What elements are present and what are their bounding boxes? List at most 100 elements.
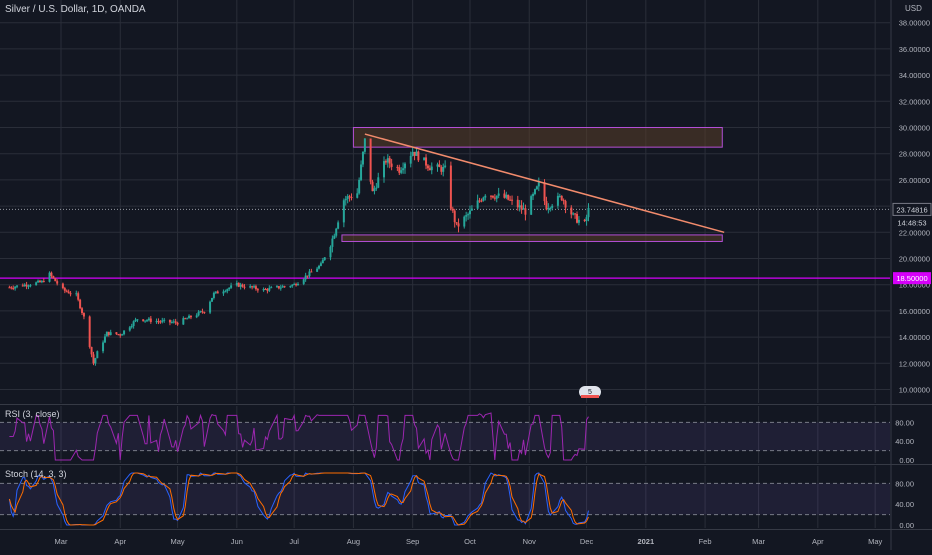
candle-body (390, 163, 393, 167)
candle-body (96, 351, 99, 359)
candle (230, 282, 233, 289)
stoch-band (0, 483, 890, 515)
candle-body (21, 285, 24, 287)
candle-body (451, 208, 454, 211)
y-tick-label: 32.00000 (899, 97, 930, 106)
candle-body (518, 205, 521, 208)
candle (495, 195, 498, 203)
event-badge[interactable]: 5 (579, 386, 601, 398)
rsi-title[interactable]: RSI (3, close) (5, 409, 60, 419)
candle (235, 280, 238, 287)
candle-body (507, 194, 510, 200)
candle-body (37, 280, 40, 283)
x-tick-label: Dec (580, 537, 594, 546)
candle-body (253, 286, 256, 288)
y-tick-label: 20.00000 (899, 255, 930, 264)
y-tick-label: 26.00000 (899, 176, 930, 185)
candle (249, 284, 252, 289)
candle (174, 318, 177, 325)
candle-body (243, 286, 246, 288)
candle (411, 146, 414, 157)
y-tick-label: 12.00000 (899, 359, 930, 368)
candle-body (478, 200, 481, 202)
candle (277, 285, 280, 290)
candle-body (81, 308, 84, 314)
candle (27, 284, 30, 290)
candle (509, 195, 512, 201)
candle-body (40, 280, 43, 283)
candle-body (316, 268, 319, 272)
candle (440, 165, 443, 175)
candle-body (436, 164, 439, 167)
candle-body (425, 157, 428, 166)
candle (430, 162, 433, 175)
candle (415, 147, 418, 156)
candle-body (570, 207, 573, 215)
candle (369, 138, 372, 185)
candle-body (409, 155, 412, 164)
candle-body (163, 319, 166, 321)
candle (318, 264, 321, 270)
candle (535, 185, 538, 190)
candle-body (279, 287, 282, 289)
candle-body (155, 321, 158, 323)
candle-body (476, 200, 479, 209)
candle-body (182, 318, 185, 325)
candle (92, 351, 95, 366)
candle-body (109, 332, 112, 336)
candle-body (587, 207, 590, 218)
y-tick-label: 22.00000 (899, 228, 930, 237)
y-tick-label: 10.00000 (899, 386, 930, 395)
candle (562, 198, 565, 205)
candle (37, 279, 40, 283)
candle (375, 182, 378, 191)
candle-body (398, 167, 401, 173)
candle-body (319, 263, 322, 266)
candle-body (358, 179, 361, 194)
candle-body (547, 207, 550, 210)
candle-body (361, 151, 364, 165)
candle-body (199, 311, 202, 313)
candle-body (497, 193, 500, 196)
candle (442, 163, 445, 177)
candle (159, 320, 162, 324)
candle (507, 194, 510, 201)
candle-body (400, 170, 403, 173)
candle (417, 150, 420, 163)
candle (547, 203, 550, 214)
countdown-tag: 14:48:53 (893, 216, 931, 229)
candle (323, 256, 326, 261)
candle-body (23, 284, 26, 287)
candle-body (142, 319, 145, 322)
level-price-tag-text: 18.50000 (896, 274, 927, 283)
candle (128, 325, 131, 332)
candle (226, 288, 229, 294)
candle (360, 160, 363, 182)
candle (289, 285, 292, 288)
candle-body (25, 284, 28, 287)
y-tick-label: 14.00000 (899, 333, 930, 342)
candle-body (241, 284, 244, 287)
candle-body (295, 284, 298, 286)
symbol-title[interactable]: Silver / U.S. Dollar, 1D, OANDA (5, 4, 146, 15)
candle (228, 287, 231, 291)
candle-body (318, 265, 321, 269)
candle-body (423, 157, 426, 161)
candle (293, 282, 296, 286)
candle (453, 208, 456, 228)
candle-body (222, 291, 225, 294)
candle-body (201, 311, 204, 313)
candle-body (543, 182, 546, 202)
candle-body (321, 259, 324, 264)
candle-body (449, 165, 452, 209)
candle-body (266, 289, 269, 291)
stoch-title[interactable]: Stoch (14, 3, 3) (5, 469, 67, 479)
candle (109, 329, 112, 336)
y-tick-label: 28.00000 (899, 150, 930, 159)
candle-body (574, 213, 577, 215)
candle (212, 291, 215, 300)
candle (361, 151, 364, 168)
candle-body (159, 321, 162, 323)
